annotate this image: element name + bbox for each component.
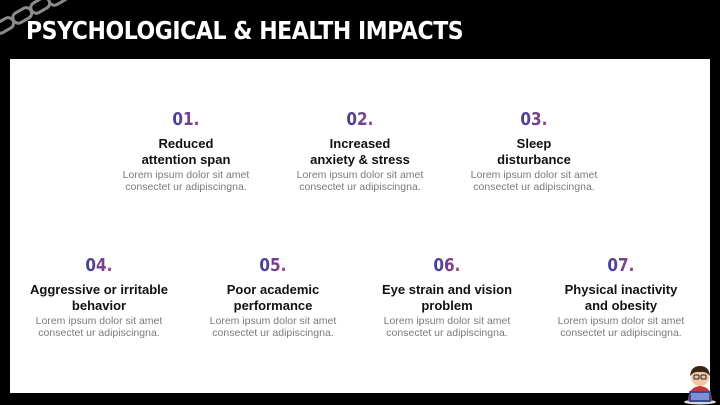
item-heading: Poor academic performance [226,282,320,313]
content-panel: 01. Reduced attention span Lorem ipsum do… [10,59,710,393]
item-description: Lorem ipsum dolor sit amet consectet ur a… [296,169,424,193]
impact-item-01: 01. Reduced attention span Lorem ipsum do… [98,109,274,193]
item-number: 02. [346,109,374,130]
item-description: Lorem ipsum dolor sit amet consectet ur a… [122,169,250,193]
item-heading: Eye strain and vision problem [381,282,513,313]
item-number: 03. [520,109,548,130]
item-number: 07. [607,255,635,276]
impact-item-07: 07. Physical inactivity and obesity Lorem… [533,255,709,339]
page-title: PSYCHOLOGICAL & HEALTH IMPACTS [26,16,464,45]
item-description: Lorem ipsum dolor sit amet consectet ur a… [35,315,163,339]
item-heading: Reduced attention span [141,136,231,167]
impact-item-04: 04. Aggressive or irritable behavior Lore… [11,255,187,339]
impact-item-05: 05. Poor academic performance Lorem ipsum… [185,255,361,339]
item-number: 06. [433,255,461,276]
item-heading: Increased anxiety & stress [310,136,410,167]
item-number: 04. [85,255,113,276]
item-description: Lorem ipsum dolor sit amet consectet ur a… [470,169,598,193]
impact-item-06: 06. Eye strain and vision problem Lorem i… [359,255,535,339]
item-description: Lorem ipsum dolor sit amet consectet ur a… [557,315,685,339]
item-heading: Aggressive or irritable behavior [30,282,168,313]
item-number: 05. [259,255,287,276]
impact-item-02: 02. Increased anxiety & stress Lorem ipsu… [272,109,448,193]
chain-icon [0,0,70,35]
person-with-laptop-icon [684,366,716,405]
item-description: Lorem ipsum dolor sit amet consectet ur a… [209,315,337,339]
item-heading: Sleep disturbance [497,136,571,167]
item-description: Lorem ipsum dolor sit amet consectet ur a… [383,315,511,339]
item-number: 01. [172,109,200,130]
item-heading: Physical inactivity and obesity [564,282,678,313]
impact-item-03: 03. Sleep disturbance Lorem ipsum dolor s… [446,109,622,193]
